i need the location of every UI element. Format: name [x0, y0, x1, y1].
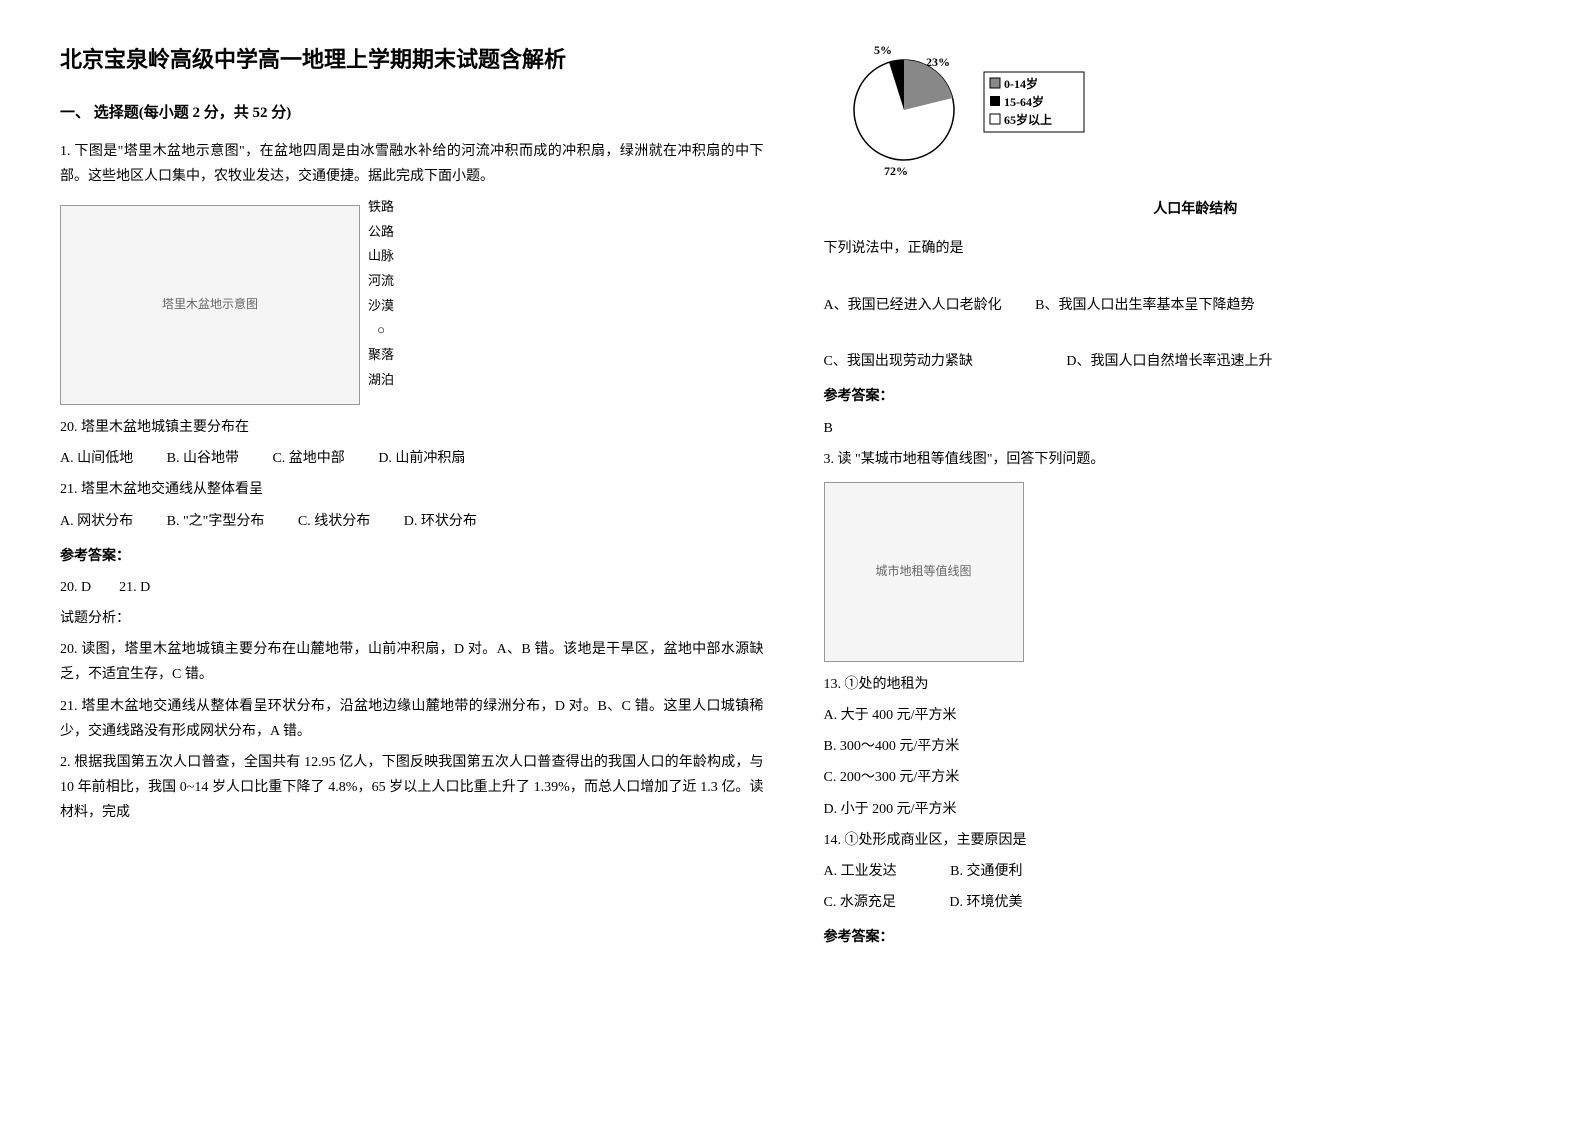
pie-label-5: 5%: [874, 43, 892, 57]
q3-sub13-optA: A. 大于 400 元/平方米: [824, 703, 1528, 728]
pie-legend-1: 0-14岁: [1004, 76, 1038, 91]
q1-sub20-stem: 20. 塔里木盆地城镇主要分布在: [60, 415, 764, 440]
q2-optC: C、我国出现劳动力紧缺: [824, 349, 973, 374]
q3-map-label: 城市地租等值线图: [875, 561, 971, 583]
q3-answer-header: 参考答案：: [824, 925, 1528, 950]
q1-map-label: 塔里木盆地示意图: [162, 294, 258, 316]
q3-sub13-optB: B. 300～400 元/平方米: [824, 734, 1528, 759]
q1-sub21-options: A. 网状分布 B. "之"字型分布 C. 线状分布 D. 环状分布: [60, 509, 764, 534]
q1-map-figure: 塔里木盆地示意图: [60, 205, 360, 405]
q2-options-row2: C、我国出现劳动力紧缺 D、我国人口自然增长率迅速上升: [824, 349, 1528, 374]
q1-answer-header: 参考答案：: [60, 544, 764, 569]
q3-sub14-optC: C. 水源充足: [824, 890, 896, 915]
q2-stem: 下列说法中，正确的是: [824, 236, 1528, 261]
legend-road: 公路: [368, 220, 394, 245]
q2-answer-header: 参考答案：: [824, 384, 1528, 409]
q3-intro: 3. 读 "某城市地租等值线图"，回答下列问题。: [824, 447, 1528, 472]
q3-sub14-optB: B. 交通便利: [950, 859, 1022, 884]
left-column: 北京宝泉岭高级中学高一地理上学期期末试题含解析 一、 选择题(每小题 2 分，共…: [60, 40, 764, 957]
pie-label-72: 72%: [884, 164, 908, 178]
q1-sub20-optB: B. 山谷地带: [167, 446, 239, 471]
q1-analysis-label: 试题分析：: [60, 606, 764, 631]
q3-sub13-optD: D. 小于 200 元/平方米: [824, 797, 1528, 822]
legend-railroad: 铁路: [368, 195, 394, 220]
q2-optA: A、我国已经进入人口老龄化: [824, 293, 1002, 318]
q2-pie-chart: 5% 23% 72% 0-14岁 15-64岁 65岁以上: [834, 40, 1094, 180]
legend-lake: 湖泊: [368, 368, 394, 393]
q1-legend: 铁路 公路 山脉 河流 沙漠 ○ 聚落 湖泊: [368, 195, 394, 393]
q3-sub14-row2: C. 水源充足 D. 环境优美: [824, 890, 1528, 915]
q3-sub14-stem: 14. ①处形成商业区，主要原因是: [824, 828, 1528, 853]
pie-legend-2: 15-64岁: [1004, 94, 1044, 109]
doc-title: 北京宝泉岭高级中学高一地理上学期期末试题含解析: [60, 40, 764, 80]
q1-sub21-optB: B. "之"字型分布: [167, 509, 265, 534]
q1-sub21-stem: 21. 塔里木盆地交通线从整体看呈: [60, 477, 764, 502]
q2-pie-caption: 人口年龄结构: [864, 197, 1528, 222]
legend-settlement: 聚落: [368, 343, 394, 368]
q3-sub14-row1: A. 工业发达 B. 交通便利: [824, 859, 1528, 884]
q1-analysis-20: 20. 读图，塔里木盆地城镇主要分布在山麓地带，山前冲积扇，D 对。A、B 错。…: [60, 637, 764, 687]
q1-sub20-optA: A. 山间低地: [60, 446, 133, 471]
q2-optB: B、我国人口出生率基本呈下降趋势: [1035, 293, 1254, 318]
q1-answer-line: 20. D 21. D: [60, 575, 764, 600]
pie-legend-swatch-1: [990, 78, 1000, 88]
q2-intro: 2. 根据我国第五次人口普查，全国共有 12.95 亿人，下图反映我国第五次人口…: [60, 750, 764, 826]
pie-legend-swatch-2: [990, 96, 1000, 106]
q1-intro: 1. 下图是"塔里木盆地示意图"，在盆地四周是由冰雪融水补给的河流冲积而成的冲积…: [60, 139, 764, 189]
q1-sub20-optD: D. 山前冲积扇: [378, 446, 465, 471]
q1-figure-row: 塔里木盆地示意图 铁路 公路 山脉 河流 沙漠 ○ 聚落 湖泊: [60, 195, 764, 415]
pie-label-23: 23%: [926, 55, 950, 69]
legend-desert: 沙漠: [368, 294, 394, 319]
q1-sub21-optC: C. 线状分布: [298, 509, 370, 534]
q3-sub13-stem: 13. ①处的地租为: [824, 672, 1528, 697]
q1-analysis-21: 21. 塔里木盆地交通线从整体看呈环状分布，沿盆地边缘山麓地带的绿洲分布，D 对…: [60, 694, 764, 744]
q3-city-map-figure: 城市地租等值线图: [824, 482, 1024, 662]
q1-sub20-options: A. 山间低地 B. 山谷地带 C. 盆地中部 D. 山前冲积扇: [60, 446, 764, 471]
q2-answer: B: [824, 416, 1528, 441]
q3-sub14-optA: A. 工业发达: [824, 859, 897, 884]
pie-legend-3: 65岁以上: [1004, 112, 1052, 127]
q3-sub13-optC: C. 200～300 元/平方米: [824, 765, 1528, 790]
q2-options-row1: A、我国已经进入人口老龄化 B、我国人口出生率基本呈下降趋势: [824, 293, 1528, 318]
q2-pie-wrapper: 5% 23% 72% 0-14岁 15-64岁 65岁以上: [824, 40, 1528, 189]
pie-legend-swatch-3: [990, 114, 1000, 124]
q3-sub14-optD: D. 环境优美: [949, 890, 1022, 915]
section-1-header: 一、 选择题(每小题 2 分，共 52 分): [60, 100, 764, 127]
q1-sub21-optA: A. 网状分布: [60, 509, 133, 534]
q1-sub21-optD: D. 环状分布: [404, 509, 477, 534]
q1-sub20-optC: C. 盆地中部: [272, 446, 344, 471]
q2-optD: D、我国人口自然增长率迅速上升: [1066, 349, 1272, 374]
right-column: 5% 23% 72% 0-14岁 15-64岁 65岁以上 人口年龄结构 下列说…: [824, 40, 1528, 957]
legend-river: 河流: [368, 269, 394, 294]
legend-mountain: 山脉: [368, 244, 394, 269]
